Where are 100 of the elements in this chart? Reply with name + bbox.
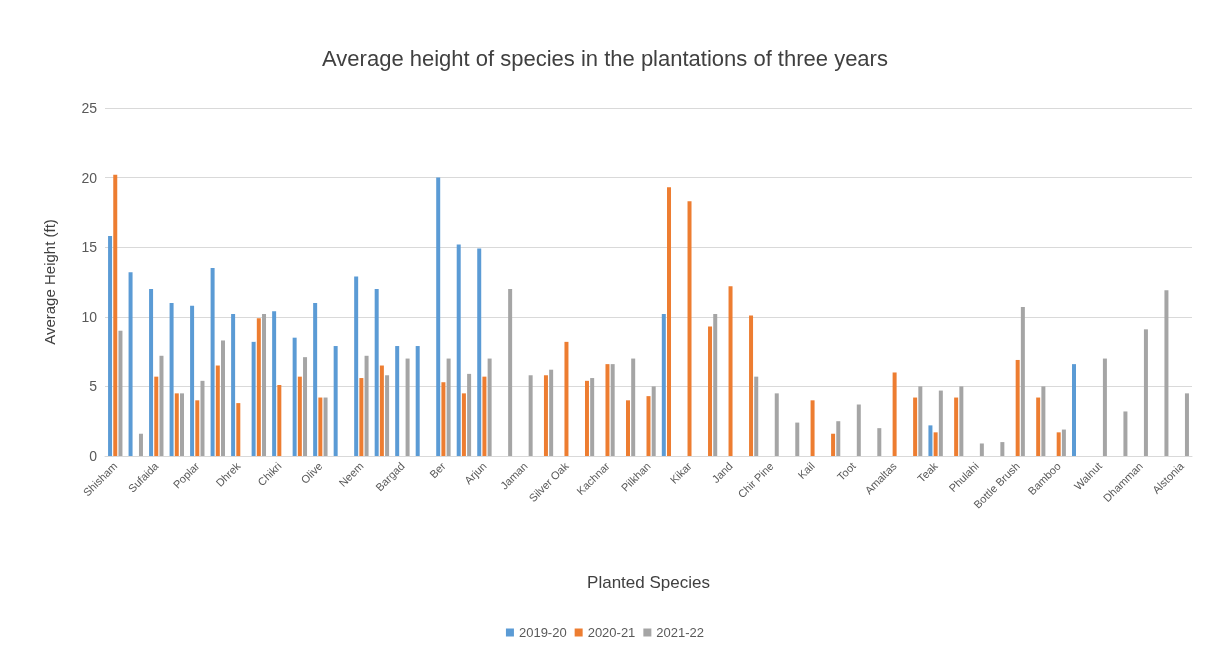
bar bbox=[631, 358, 636, 456]
bar bbox=[708, 326, 713, 456]
bar bbox=[661, 314, 666, 456]
bar bbox=[508, 288, 513, 456]
bar bbox=[415, 346, 420, 456]
bar bbox=[236, 403, 241, 456]
y-tick-label: 25 bbox=[81, 100, 98, 116]
bar bbox=[564, 341, 569, 456]
bar bbox=[113, 174, 118, 456]
bar bbox=[118, 330, 123, 456]
bar bbox=[856, 404, 861, 456]
x-axis-title: Planted Species bbox=[587, 573, 710, 592]
bar bbox=[667, 187, 672, 456]
bar bbox=[456, 244, 461, 456]
bar bbox=[1061, 429, 1066, 456]
bar bbox=[543, 375, 548, 456]
bar bbox=[318, 397, 323, 456]
bar bbox=[251, 341, 256, 456]
bar bbox=[590, 378, 595, 456]
bar bbox=[313, 302, 318, 456]
bar bbox=[128, 272, 133, 456]
bar bbox=[231, 314, 236, 456]
bar bbox=[482, 376, 487, 456]
legend-label: 2020-21 bbox=[587, 625, 636, 640]
bar bbox=[913, 397, 918, 456]
bar bbox=[584, 380, 589, 456]
bar bbox=[159, 355, 164, 456]
bar bbox=[354, 276, 359, 456]
bar bbox=[1184, 393, 1189, 456]
bar bbox=[169, 302, 174, 456]
bar bbox=[836, 421, 841, 456]
y-tick-label: 10 bbox=[81, 308, 98, 325]
bar bbox=[405, 358, 410, 456]
bar bbox=[1041, 386, 1046, 456]
bar bbox=[461, 393, 466, 456]
bar bbox=[877, 428, 882, 456]
bar bbox=[154, 376, 159, 456]
x-tick-label: Chir Pine bbox=[735, 459, 776, 501]
bar bbox=[646, 396, 651, 456]
bar bbox=[467, 373, 472, 456]
bar bbox=[831, 433, 836, 456]
bar bbox=[379, 365, 384, 456]
bar bbox=[487, 358, 492, 456]
bar bbox=[938, 390, 943, 456]
bar bbox=[149, 288, 154, 456]
bar bbox=[749, 315, 754, 456]
y-tick-label: 20 bbox=[81, 169, 98, 186]
y-tick-label: 0 bbox=[89, 448, 98, 464]
bar bbox=[651, 386, 656, 456]
bar bbox=[364, 355, 369, 456]
bar bbox=[323, 397, 328, 456]
bar bbox=[395, 346, 400, 456]
x-tick-label: Teak bbox=[914, 459, 941, 485]
bar bbox=[195, 400, 200, 456]
bar bbox=[179, 393, 184, 456]
x-tick-label: Ber bbox=[427, 459, 448, 481]
bar bbox=[1072, 364, 1076, 456]
bar bbox=[200, 380, 205, 456]
bar bbox=[1164, 290, 1169, 456]
bar bbox=[892, 372, 897, 456]
bar bbox=[728, 286, 733, 456]
bar bbox=[918, 386, 923, 456]
bar bbox=[549, 369, 554, 456]
bar bbox=[979, 443, 984, 456]
bar bbox=[262, 314, 267, 456]
bar bbox=[1015, 359, 1020, 456]
bar bbox=[359, 378, 364, 456]
bar bbox=[221, 340, 225, 456]
bar bbox=[605, 364, 610, 456]
bar bbox=[754, 376, 759, 456]
bar bbox=[795, 422, 800, 456]
bar bbox=[528, 375, 533, 456]
bar bbox=[610, 364, 615, 456]
legend-label: 2019-20 bbox=[518, 625, 567, 640]
legend-label: 2021-22 bbox=[656, 625, 705, 640]
bar bbox=[272, 311, 277, 456]
bar bbox=[477, 248, 482, 456]
bar bbox=[374, 288, 379, 456]
bar bbox=[333, 346, 338, 456]
bar bbox=[292, 337, 297, 456]
bar bbox=[959, 386, 964, 456]
bar bbox=[138, 433, 143, 456]
bar bbox=[190, 305, 195, 456]
bar bbox=[687, 201, 692, 456]
bar bbox=[933, 432, 938, 456]
bar bbox=[1056, 432, 1061, 456]
bar bbox=[810, 400, 815, 456]
bar bbox=[277, 385, 282, 456]
bar bbox=[215, 365, 220, 456]
y-axis-title: Average Height (ft) bbox=[41, 219, 58, 345]
bar bbox=[928, 425, 933, 456]
x-tick-label: Toot bbox=[834, 459, 858, 483]
bar bbox=[210, 268, 215, 456]
bar bbox=[1036, 397, 1041, 456]
bar bbox=[954, 397, 959, 456]
bar bbox=[436, 177, 441, 456]
x-tick-label: Kail bbox=[795, 459, 817, 482]
bar bbox=[385, 375, 390, 456]
bar bbox=[625, 400, 630, 456]
bar bbox=[446, 358, 451, 456]
